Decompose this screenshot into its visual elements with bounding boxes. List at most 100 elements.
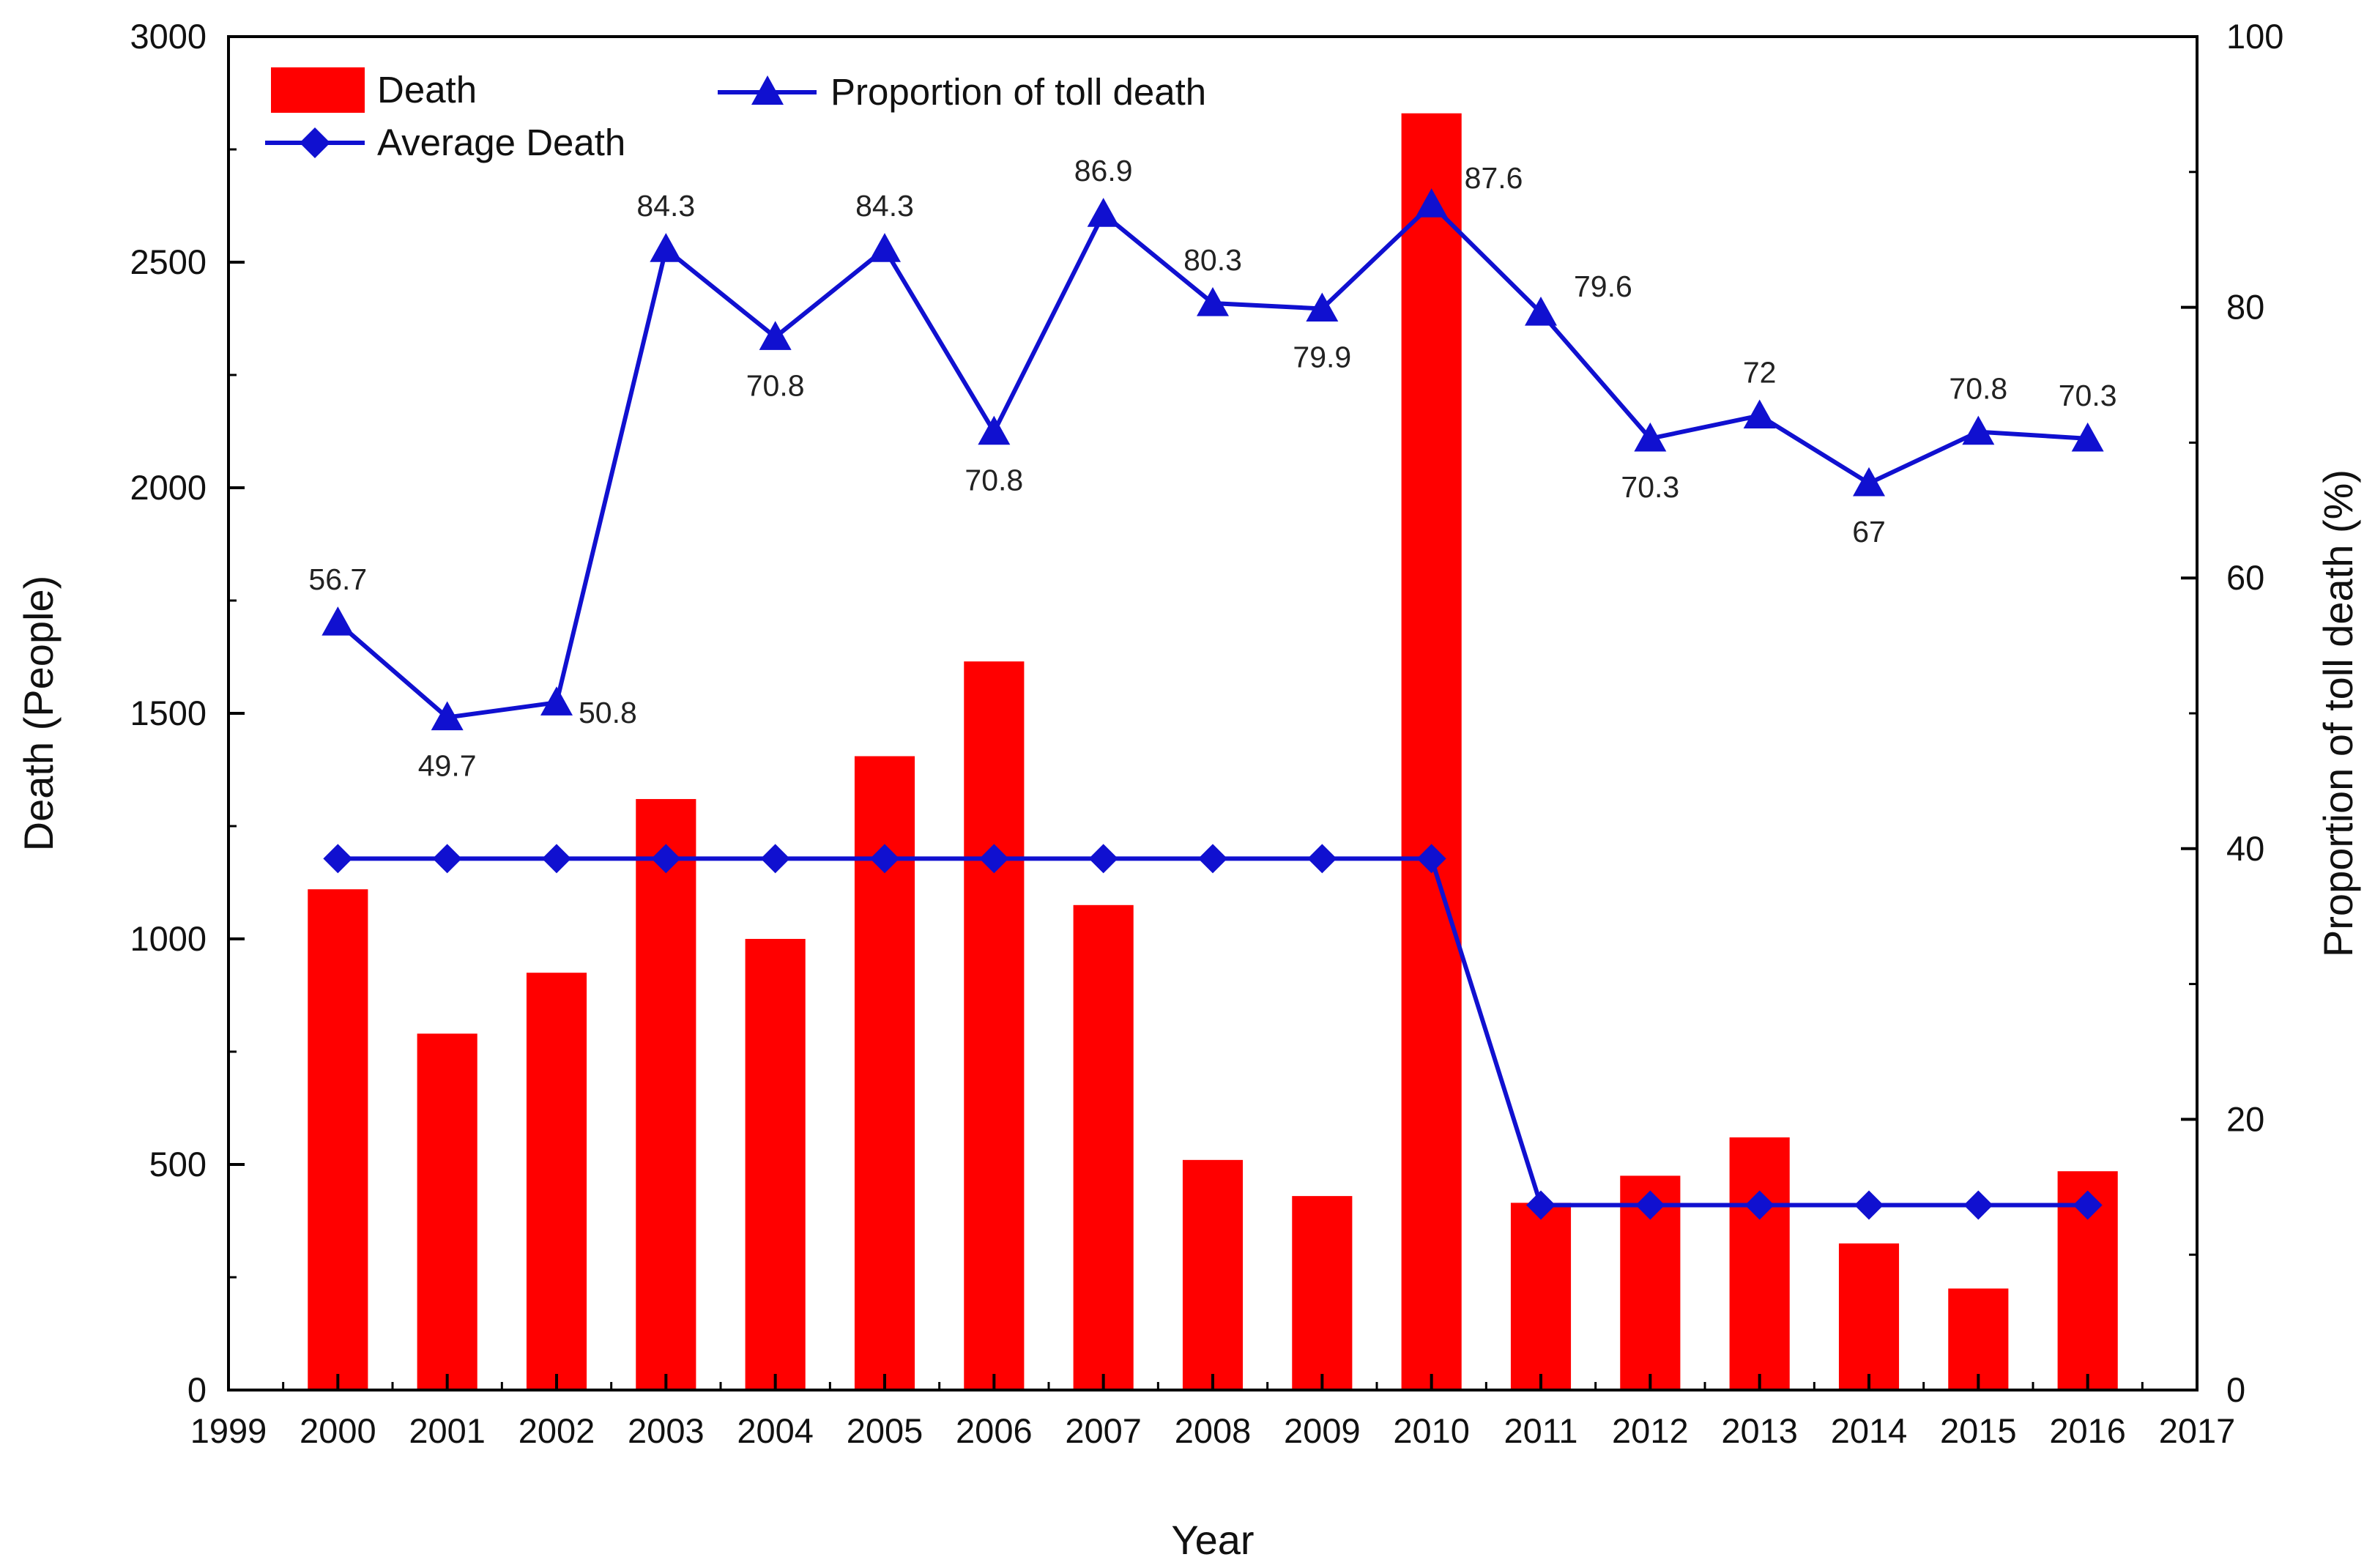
x-axis-ticks: 1999 2000 2001 2002 2003 2004 2005 2006 2007 2008… bbox=[190, 1374, 2236, 1450]
x-tick-label: 2000 bbox=[300, 1411, 376, 1450]
right-axis-ticks: 0 20 40 60 80 100 bbox=[2181, 17, 2283, 1409]
left-tick-label: 1000 bbox=[130, 919, 207, 958]
legend-proportion-marker bbox=[751, 75, 784, 105]
proportion-marker bbox=[1197, 287, 1229, 316]
death-bar bbox=[1838, 1243, 1900, 1390]
x-tick-label: 2002 bbox=[519, 1411, 595, 1450]
proportion-marker bbox=[650, 233, 683, 262]
left-axis-title: Death (People) bbox=[15, 576, 62, 852]
proportion-data-label: 70.8 bbox=[965, 464, 1023, 497]
x-tick-label: 2006 bbox=[956, 1411, 1033, 1450]
proportion-marker bbox=[1853, 467, 1885, 497]
death-bar bbox=[417, 1033, 477, 1390]
left-axis-ticks: 0 500 1000 1500 2000 2500 3000 bbox=[130, 17, 245, 1409]
death-bar bbox=[1073, 904, 1134, 1390]
average-death-marker bbox=[651, 844, 681, 874]
death-bar bbox=[1510, 1203, 1572, 1390]
legend-average-marker bbox=[300, 127, 330, 158]
legend-death-swatch bbox=[271, 67, 365, 113]
bars-layer bbox=[308, 113, 2118, 1391]
death-bar bbox=[1182, 1159, 1244, 1390]
left-tick-label: 2500 bbox=[130, 242, 207, 281]
proportion-line bbox=[336, 201, 2088, 720]
right-tick-label: 100 bbox=[2226, 17, 2283, 56]
proportion-data-label: 84.3 bbox=[636, 189, 695, 223]
death-bar bbox=[1948, 1288, 2009, 1390]
death-bar bbox=[526, 973, 587, 1390]
x-tick-label: 2011 bbox=[1504, 1411, 1577, 1450]
average-death-marker bbox=[2073, 1190, 2103, 1220]
death-bar bbox=[636, 799, 696, 1390]
x-tick-label: 2010 bbox=[1393, 1411, 1470, 1450]
proportion-data-label: 67 bbox=[1852, 515, 1886, 549]
x-tick-label: 1999 bbox=[190, 1411, 267, 1450]
average-death-marker bbox=[1416, 844, 1446, 874]
average-death-marker bbox=[323, 844, 353, 874]
x-tick-label: 2004 bbox=[737, 1411, 814, 1450]
average-death-marker bbox=[1526, 1190, 1556, 1220]
average-death-line bbox=[338, 856, 2088, 1208]
right-tick-label: 60 bbox=[2226, 558, 2264, 597]
legend-average-label: Average Death bbox=[377, 122, 625, 163]
x-tick-label: 2017 bbox=[2159, 1411, 2236, 1450]
x-axis-title: Year bbox=[1171, 1517, 1254, 1563]
x-tick-label: 2012 bbox=[1612, 1411, 1689, 1450]
proportion-marker bbox=[431, 701, 464, 731]
proportion-data-label: 70.3 bbox=[1621, 470, 1679, 504]
proportion-marker bbox=[978, 415, 1011, 445]
average-death-marker bbox=[432, 844, 462, 874]
proportion-data-label: 84.3 bbox=[855, 189, 914, 223]
left-tick-label: 1500 bbox=[130, 694, 207, 732]
proportion-data-label: 87.6 bbox=[1465, 161, 1523, 195]
proportion-marker bbox=[759, 321, 792, 350]
x-tick-label: 2005 bbox=[847, 1411, 923, 1450]
x-tick-label: 2016 bbox=[2049, 1411, 2126, 1450]
average-death-marker bbox=[1198, 844, 1227, 874]
right-tick-label: 80 bbox=[2226, 288, 2264, 327]
average-death-marker bbox=[979, 844, 1009, 874]
proportion-marker bbox=[1525, 296, 1557, 326]
death-bar bbox=[745, 939, 806, 1390]
legend-proportion-label: Proportion of toll death bbox=[830, 71, 1206, 113]
right-tick-label: 0 bbox=[2226, 1370, 2245, 1409]
average-death-marker bbox=[870, 844, 899, 874]
proportion-data-label: 86.9 bbox=[1074, 154, 1133, 187]
proportion-data-label: 79.9 bbox=[1293, 340, 1351, 374]
average-death-marker bbox=[1635, 1190, 1665, 1220]
average-death-layer bbox=[323, 844, 2103, 1220]
proportion-data-label: 70.3 bbox=[2059, 379, 2117, 412]
death-bar bbox=[1401, 113, 1462, 1391]
x-tick-label: 2015 bbox=[1940, 1411, 2017, 1450]
death-bar bbox=[1729, 1137, 1790, 1390]
average-death-marker bbox=[1307, 844, 1337, 874]
proportion-marker bbox=[322, 606, 354, 636]
average-death-marker bbox=[1854, 1190, 1884, 1220]
proportion-data-label: 50.8 bbox=[579, 696, 637, 729]
proportion-marker bbox=[1415, 188, 1448, 218]
average-death-marker bbox=[542, 844, 571, 874]
proportion-marker bbox=[540, 686, 573, 716]
x-tick-label: 2013 bbox=[1721, 1411, 1798, 1450]
right-tick-label: 20 bbox=[2226, 1099, 2264, 1138]
proportion-layer: 56.7 49.7 50.8 84.3 70.8 84.3 70.8 86.9 80.3 79.9… bbox=[308, 154, 2116, 782]
right-tick-label: 40 bbox=[2226, 829, 2264, 868]
proportion-marker bbox=[1743, 399, 1776, 429]
left-tick-label: 3000 bbox=[130, 17, 207, 56]
death-bar bbox=[1292, 1196, 1353, 1390]
x-tick-label: 2009 bbox=[1284, 1411, 1361, 1450]
death-bar bbox=[964, 661, 1025, 1390]
x-tick-label: 2003 bbox=[628, 1411, 705, 1450]
left-tick-label: 500 bbox=[149, 1145, 207, 1184]
proportion-data-label: 80.3 bbox=[1183, 243, 1242, 277]
average-death-marker bbox=[1088, 844, 1118, 874]
average-death-marker bbox=[1744, 1190, 1774, 1220]
x-tick-label: 2014 bbox=[1831, 1411, 1908, 1450]
proportion-marker bbox=[1962, 415, 1995, 445]
death-bar bbox=[308, 889, 368, 1390]
proportion-data-label: 70.8 bbox=[1949, 372, 2007, 406]
x-tick-label: 2008 bbox=[1175, 1411, 1252, 1450]
proportion-marker bbox=[1306, 292, 1339, 322]
proportion-data-label: 72 bbox=[1743, 355, 1777, 389]
proportion-marker bbox=[869, 233, 901, 262]
